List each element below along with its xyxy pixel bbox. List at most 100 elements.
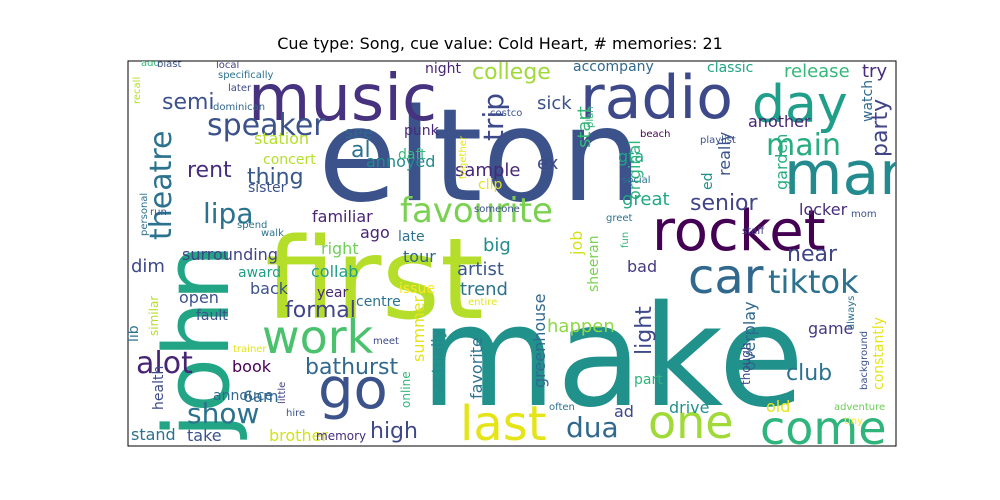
word-sick: sick [537, 93, 572, 114]
word-classic: classic [707, 60, 753, 76]
word-blast: blast [157, 59, 181, 70]
word-6am: 6am [243, 387, 279, 406]
word-award: award [238, 265, 281, 281]
word-accompany: accompany [573, 59, 654, 75]
word-fun: fun [620, 232, 631, 248]
word-similar: similar [147, 296, 161, 336]
word-open: open [179, 288, 219, 307]
word-familiar: familiar [312, 207, 373, 226]
word-book: book [232, 357, 272, 376]
word-right: right [321, 239, 359, 258]
word-year: year [317, 285, 348, 301]
word-memory: memory [316, 429, 366, 443]
word-staff: staff [742, 226, 765, 237]
word-collab: collab [311, 262, 358, 281]
word-concert: concert [263, 152, 316, 168]
word-gta: gta [618, 147, 644, 166]
word-drive: drive [669, 398, 710, 417]
word-online: online [399, 371, 413, 408]
word-try: try [862, 61, 887, 82]
word-alot: alot [136, 346, 193, 381]
word-part: part [634, 372, 663, 388]
word-overplay: overplay [740, 301, 759, 371]
word-sample: sample [455, 160, 520, 181]
word-personal: personal [139, 193, 150, 236]
word-social: social [622, 175, 651, 186]
word-college: college [472, 60, 551, 85]
chart-title: Cue type: Song, cue value: Cold Heart, #… [277, 34, 723, 53]
word-game: game [808, 319, 853, 338]
word-work: work [262, 310, 374, 364]
word-garden: garden [772, 134, 791, 190]
word-punk: punk [404, 123, 440, 139]
word-specifically: specifically [218, 70, 273, 81]
word-favorite: favorite [467, 337, 486, 399]
word-late: late [398, 229, 425, 245]
word-always: always [846, 296, 857, 330]
word-last: last [460, 396, 547, 452]
word-trip: trip [477, 93, 510, 141]
word-high: high [370, 419, 418, 444]
word-party: party [868, 99, 893, 157]
word-rent: rent [187, 158, 232, 183]
word-dua: dua [566, 411, 619, 444]
word-job: job [567, 231, 586, 256]
word-original: original [625, 140, 644, 200]
word-costco: costco [490, 108, 522, 119]
word-issue: issue [399, 281, 435, 297]
word-semi: semi [162, 90, 215, 115]
word-take: take [187, 426, 222, 445]
word-clip: clip [478, 177, 502, 193]
word-night: night [425, 61, 462, 77]
word-one: one [648, 395, 734, 449]
word-together: together [458, 135, 469, 179]
word-main: main [766, 128, 841, 163]
word-tour: tour [403, 247, 436, 266]
word-little: little [277, 382, 288, 404]
word-man: man [784, 139, 917, 209]
word-spend: spend [237, 220, 267, 231]
word-dim: dim [131, 256, 165, 277]
word-favourite: favourite [400, 191, 553, 231]
word-sheeran: sheeran [586, 235, 602, 292]
word-brother: brother [269, 426, 328, 445]
word-health: health [151, 366, 167, 410]
word-come: come [760, 401, 887, 455]
word-ad: ad [614, 402, 634, 421]
word-walk: walk [261, 228, 284, 239]
word-fault: fault [196, 308, 228, 324]
word-ed: ed [700, 173, 716, 191]
word-often: often [549, 402, 575, 413]
word-music: music [248, 62, 437, 136]
word-stand: stand [131, 425, 176, 444]
word-really: really [715, 132, 734, 176]
word-first: first [265, 215, 484, 345]
word-centre: centre [356, 294, 401, 310]
word-see: see [345, 123, 373, 142]
word-light: light [632, 306, 657, 355]
word-al: al [351, 138, 371, 163]
word-back: back [250, 279, 289, 298]
word-john: john [145, 244, 250, 440]
word-annoyed: annoyed [366, 152, 435, 171]
word-greet: greet [606, 213, 633, 224]
word-dominican: dominican [213, 102, 265, 113]
word-rocket: rocket [652, 199, 826, 264]
word-elton: elton [318, 82, 642, 231]
word-go: go [318, 357, 388, 422]
word-station: station [254, 129, 309, 148]
word-constantly: constantly [871, 317, 887, 390]
word-greenhouse: greenhouse [530, 294, 549, 388]
word-entire: entire [468, 297, 497, 308]
word-great: great [622, 189, 670, 210]
word-tiktok: tiktok [768, 263, 859, 301]
cloud-frame [127, 60, 897, 447]
word-near: near [787, 242, 838, 267]
word-another: another [748, 112, 811, 131]
word-release: release [784, 61, 850, 82]
word-start: start [574, 106, 595, 148]
word-make: make [420, 276, 804, 439]
word-annouce: annouce [213, 388, 273, 404]
